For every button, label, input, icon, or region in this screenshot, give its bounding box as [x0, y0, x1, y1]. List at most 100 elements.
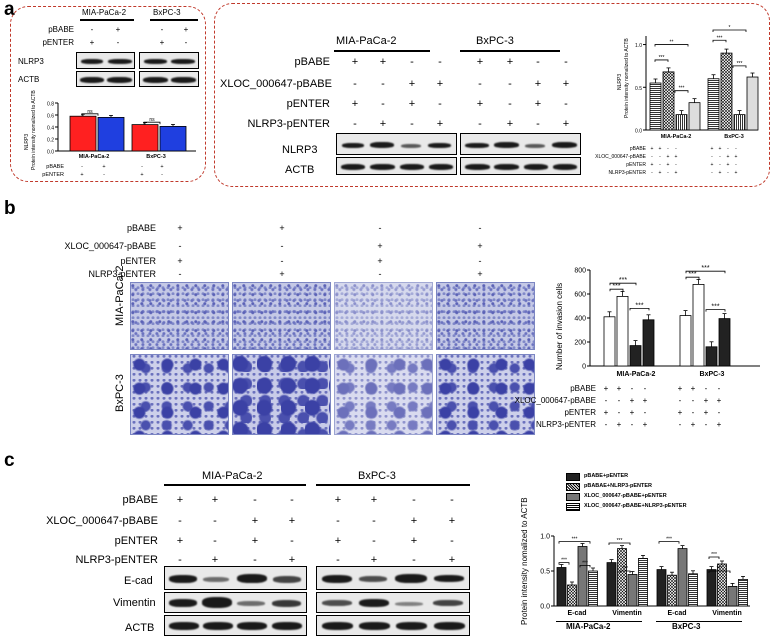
bar — [692, 283, 705, 367]
c-row-value: - — [253, 494, 257, 506]
significance-bracket — [608, 542, 631, 545]
b-chart-row-value: + — [629, 396, 635, 405]
b-row-value: + — [377, 256, 383, 266]
a-left-blot-label-nlrp3: NLRP3 — [18, 57, 44, 66]
y-tick-label: 0.0 — [635, 129, 642, 135]
bar — [662, 71, 675, 131]
a-right-chart-row-value: - — [667, 146, 669, 152]
y-tick-label: 200 — [574, 340, 586, 347]
a-left-cell-miapaca: MIA-PaCa-2 — [82, 8, 127, 17]
a-right-row-label: NLRP3-pENTER — [247, 118, 330, 130]
c-bar-chart: 0.0 0.5 1.0 *** *** *** *** *** *** *** *** E-cad Vi… — [540, 534, 750, 617]
significance-label: *** — [737, 61, 743, 67]
significance-label: *** — [717, 35, 723, 41]
significance-bracket — [685, 270, 726, 274]
bar — [679, 315, 692, 367]
significance-label: *** — [711, 552, 717, 558]
b-chart-row-value: - — [691, 408, 695, 417]
x-category-label: BxPC-3 — [700, 371, 725, 378]
c-cell-bxpc: BxPC-3 — [358, 470, 396, 482]
significance-label: ns — [87, 109, 93, 115]
a-right-chart-row-value: - — [735, 162, 737, 168]
significance-bracket — [629, 308, 650, 311]
a-right-row-value: + — [436, 78, 444, 90]
significance-label: *** — [679, 86, 685, 92]
c-chart-ylabel: Protein intensity nomalized to ACTB — [520, 497, 529, 625]
a-right-chart-row-value: + — [666, 162, 670, 168]
y-tick-label: 600 — [574, 292, 586, 299]
bar — [603, 316, 616, 367]
b-row-value: + — [177, 256, 183, 266]
c-row-value: - — [290, 535, 294, 547]
significance-label: *** — [635, 302, 643, 309]
a-right-chart-row-label: pBABE — [629, 146, 646, 152]
a-right-chart-row-value: - — [727, 170, 729, 176]
a-right-row-value: + — [562, 78, 570, 90]
a-left-blot-label-actb: ACTB — [18, 75, 40, 84]
b-row-value: - — [280, 241, 284, 251]
a-left-cell-bxpc: BxPC-3 — [153, 8, 181, 17]
b-chart-row-value: + — [677, 408, 683, 417]
c-row-value: - — [336, 554, 340, 566]
b-chart-row-value: - — [704, 420, 708, 429]
c-row-value: - — [412, 494, 416, 506]
bar — [718, 318, 731, 367]
a-right-row-value: + — [562, 118, 570, 130]
a-right-ylabel1: NLRP3 — [617, 73, 623, 90]
significance-label: ns — [149, 117, 155, 123]
x-category-label: BxPC-3 — [724, 134, 744, 140]
significance-bracket — [708, 556, 720, 559]
panel-label-b: b — [4, 198, 16, 219]
b-chart-row-value: - — [630, 384, 634, 393]
a-right-blot-label-actb: ACTB — [285, 164, 315, 176]
a-right-chart-row-value: - — [711, 170, 713, 176]
b-chart-row-label: XLOC_000647-pBABE — [514, 396, 596, 405]
significance-bracket — [143, 121, 161, 125]
a-right-chart-row-value: + — [658, 146, 662, 152]
significance-bracket — [732, 65, 747, 68]
a-right-chart-row-value: + — [734, 154, 738, 160]
a-right-chart-row-value: - — [675, 146, 677, 152]
bar — [667, 574, 677, 607]
c-row-value: + — [288, 554, 296, 566]
b-micrograph-miapaca-1 — [130, 282, 229, 350]
a-left-blot-actb-2 — [139, 71, 199, 87]
a-right-row-value: + — [534, 98, 542, 110]
significance-bracket — [654, 59, 669, 62]
a-right-chart-row-value: + — [674, 154, 678, 160]
c-blot-actb-1 — [164, 615, 307, 636]
b-chart-row-value: + — [716, 420, 722, 429]
b-row-value: - — [178, 241, 182, 251]
a-right-chart-row-value: + — [650, 162, 654, 168]
c-blot-label-vimentin: Vimentin — [113, 597, 156, 609]
a-right-chart-row-value: + — [726, 162, 730, 168]
bar — [97, 116, 125, 152]
b-chart-row-value: + — [616, 420, 622, 429]
x-category-label: BxPC-3 — [146, 154, 166, 158]
bar — [675, 114, 688, 131]
significance-label: *** — [701, 265, 709, 272]
b-chart-row-value: - — [617, 408, 621, 417]
significance-label: *** — [717, 566, 723, 572]
c-row-value: - — [450, 535, 454, 547]
bar — [727, 586, 738, 607]
bar — [688, 102, 701, 131]
a-right-row-value: - — [508, 78, 512, 90]
a-left-ylabel2: Protein intensity nomalized to ACTB — [31, 90, 37, 170]
y-tick-label: 800 — [574, 268, 586, 275]
c-blot-label-ecad: E-cad — [124, 575, 153, 587]
a-right-row-value: - — [438, 56, 442, 68]
c-row-value: - — [178, 554, 182, 566]
a-right-row-value: - — [478, 118, 482, 130]
a-right-chart-row-value: - — [719, 154, 721, 160]
a-right-row-value: + — [506, 56, 514, 68]
significance-bracket — [558, 562, 570, 565]
y-tick-label: 0.0 — [47, 150, 54, 156]
b-row-value: + — [177, 223, 183, 233]
a-right-chart-row-value: + — [718, 170, 722, 176]
a-right-row-value: - — [381, 98, 385, 110]
c-row-value: + — [288, 515, 296, 527]
a-right-chart-row-value: - — [711, 154, 713, 160]
x-category-label: MIA-PaCa-2 — [617, 371, 656, 378]
bar — [738, 579, 748, 607]
